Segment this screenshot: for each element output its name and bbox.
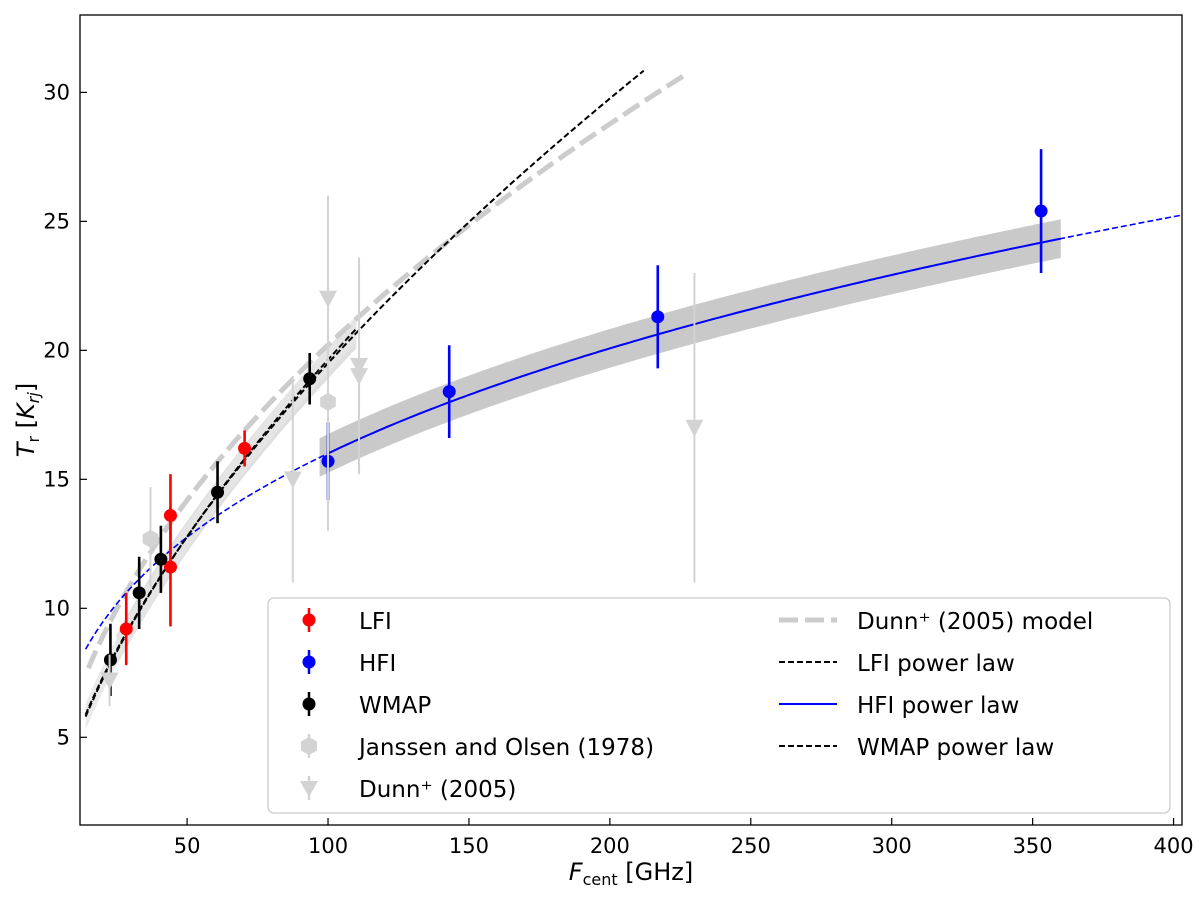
legend-entry-dunn: Dunn⁺ (2005) [300,776,516,803]
legend-entry-dunn-model: Dunn⁺ (2005) model [779,609,1093,635]
y-tick-label: 5 [57,725,70,749]
x-axis-ticks: 50 100 150 200 250 300 350 400 [174,818,1194,858]
legend-label-dunn-model: Dunn⁺ (2005) model [857,609,1093,635]
y-axis-label: Tr [Krj] [12,383,43,457]
point-0-2 [163,560,177,574]
wmap-marker-icon [302,697,316,711]
legend-label-wmap-power-law: WMAP power law [857,735,1054,761]
point-1-2 [651,310,665,324]
legend-label-hfi: HFI [359,651,396,677]
legend: LFI HFI WMAP Janssen and Olsen (1978) Du… [267,597,1171,814]
y-axis-ticks: 5 10 15 20 25 30 [43,80,87,749]
band-7 [319,219,1061,477]
legend-entry-lfi-power-law: LFI power law [779,651,1015,677]
x-tick-label: 300 [872,834,912,858]
legend-label-wmap: WMAP [359,693,431,719]
point-2-4 [303,372,317,386]
y-tick-label: 15 [43,467,70,491]
line-extension-7 [84,214,1183,650]
x-axis-label: Fcent [GHz] [569,858,693,889]
legend-entry-janssen: Janssen and Olsen (1978) [301,734,654,761]
point-0-3 [238,441,252,455]
legend-entry-hfi-power-law: HFI power law [779,693,1019,719]
y-tick-label: 25 [43,209,70,233]
point-0-0 [119,622,133,636]
point-1-3 [1034,204,1048,218]
x-tick-label: 100 [308,834,348,858]
x-tick-label: 350 [1013,834,1053,858]
triangle-point-0 [100,672,119,690]
triangle-point-2 [319,290,338,308]
x-tick-label: 150 [449,834,489,858]
triangle-point-4 [350,368,369,386]
legend-entry-hfi: HFI [302,650,396,677]
point-2-1 [132,586,146,600]
triangle-point-5 [685,419,704,437]
legend-label-dunn: Dunn⁺ (2005) [359,777,516,803]
y-tick-label: 30 [43,80,70,104]
legend-label-janssen: Janssen and Olsen (1978) [357,735,654,761]
x-tick-label: 400 [1153,834,1193,858]
point-1-1 [442,385,456,399]
triangle-marker-icon [300,781,318,797]
y-tick-label: 10 [43,596,70,620]
legend-entry-wmap: WMAP [302,692,431,719]
point-2-2 [154,552,168,566]
hexagon-marker-icon [301,737,317,755]
legend-box [267,597,1171,814]
y-tick-label: 20 [43,338,70,362]
x-tick-label: 250 [731,834,771,858]
data-points [100,149,1048,707]
legend-label-hfi-power-law: HFI power law [857,693,1019,719]
legend-label-lfi-power-law: LFI power law [857,651,1015,677]
point-2-3 [211,485,225,499]
line-5 [86,72,688,670]
triangle-point-1 [283,471,302,489]
legend-entry-lfi: LFI [302,608,392,635]
hfi-marker-icon [302,655,316,669]
plot-frame [79,14,1183,826]
lfi-marker-icon [302,613,316,627]
x-tick-label: 200 [590,834,630,858]
legend-entry-wmap-power-law: WMAP power law [779,735,1054,761]
legend-label-lfi: LFI [359,609,392,635]
hexagon-point-0 [142,529,159,548]
x-tick-label: 50 [174,834,201,858]
